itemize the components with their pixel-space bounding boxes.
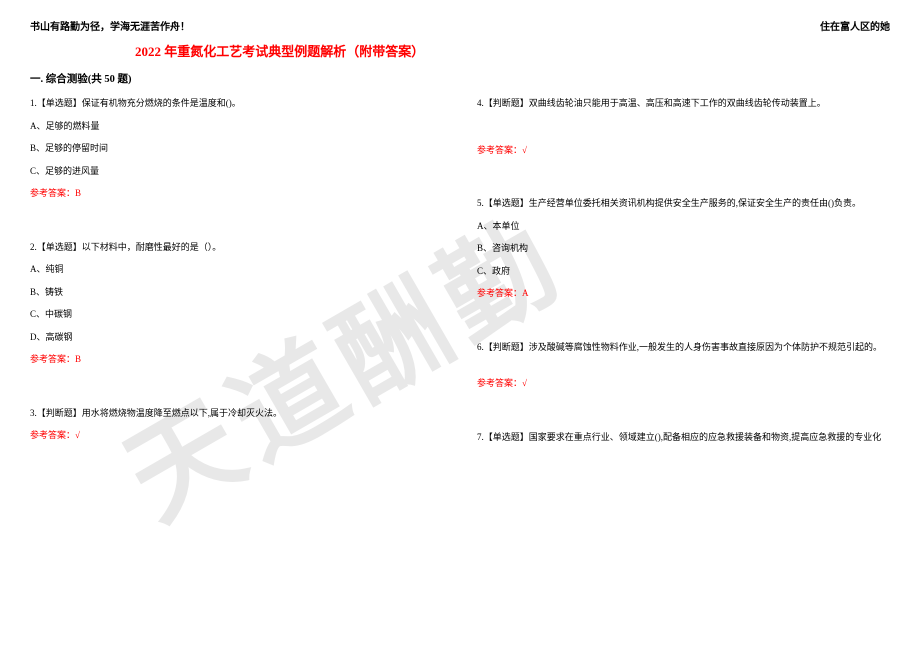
answer: 参考答案：A — [477, 287, 890, 301]
columns: 一. 综合测验(共 50 题) 1.【单选题】保证有机物充分燃烧的条件是温度和(… — [30, 71, 890, 466]
answer: 参考答案：√ — [477, 144, 890, 158]
question-text: 3.【判断题】用水将燃烧物温度降至燃点以下,属于冷却灭火法。 — [30, 407, 443, 421]
header-right: 住在富人区的她 — [820, 18, 890, 33]
question-block: 6.【判断题】涉及酸碱等腐蚀性物料作业,一般发生的人身伤害事故直接原因为个体防护… — [477, 341, 890, 391]
right-column: 4.【判断题】双曲线齿轮油只能用于高温、高压和高速下工作的双曲线齿轮传动装置上。… — [460, 71, 890, 466]
question-block: 7.【单选题】国家要求在重点行业、领域建立(),配备相应的应急救援装备和物资,提… — [477, 431, 890, 445]
main-title: 2022 年重氮化工艺考试典型例题解析（附带答案） — [30, 41, 890, 60]
option: A、足够的燃料量 — [30, 120, 443, 134]
question-block: 2.【单选题】以下材料中，耐磨性最好的是（）。 A、纯铜 B、铸铁 C、中碳钢 … — [30, 241, 443, 367]
answer: 参考答案：B — [30, 187, 443, 201]
answer: 参考答案：B — [30, 353, 443, 367]
option: B、咨询机构 — [477, 242, 890, 256]
left-column: 一. 综合测验(共 50 题) 1.【单选题】保证有机物充分燃烧的条件是温度和(… — [30, 71, 460, 466]
header-left: 书山有路勤为径，学海无涯苦作舟！ — [30, 18, 190, 33]
option: D、高碳钢 — [30, 331, 443, 345]
option: B、铸铁 — [30, 286, 443, 300]
answer: 参考答案：√ — [477, 377, 890, 391]
option: C、足够的进风量 — [30, 165, 443, 179]
option: C、中碳钢 — [30, 308, 443, 322]
question-block: 1.【单选题】保证有机物充分燃烧的条件是温度和()。 A、足够的燃料量 B、足够… — [30, 97, 443, 201]
option: A、纯铜 — [30, 263, 443, 277]
option: A、本单位 — [477, 220, 890, 234]
question-block: 5.【单选题】生产经营单位委托相关资讯机构提供安全生产服务的,保证安全生产的责任… — [477, 197, 890, 301]
header-row: 书山有路勤为径，学海无涯苦作舟！ 住在富人区的她 — [30, 18, 890, 33]
question-text: 2.【单选题】以下材料中，耐磨性最好的是（）。 — [30, 241, 443, 255]
page-content: 书山有路勤为径，学海无涯苦作舟！ 住在富人区的她 2022 年重氮化工艺考试典型… — [0, 0, 920, 466]
question-text: 6.【判断题】涉及酸碱等腐蚀性物料作业,一般发生的人身伤害事故直接原因为个体防护… — [477, 341, 890, 355]
section-title: 一. 综合测验(共 50 题) — [30, 71, 443, 86]
question-text: 1.【单选题】保证有机物充分燃烧的条件是温度和()。 — [30, 97, 443, 111]
question-block: 4.【判断题】双曲线齿轮油只能用于高温、高压和高速下工作的双曲线齿轮传动装置上。… — [477, 97, 890, 157]
option: C、政府 — [477, 265, 890, 279]
option: B、足够的停留时间 — [30, 142, 443, 156]
answer: 参考答案：√ — [30, 429, 443, 443]
question-text: 7.【单选题】国家要求在重点行业、领域建立(),配备相应的应急救援装备和物资,提… — [477, 431, 890, 445]
question-block: 3.【判断题】用水将燃烧物温度降至燃点以下,属于冷却灭火法。 参考答案：√ — [30, 407, 443, 443]
question-text: 4.【判断题】双曲线齿轮油只能用于高温、高压和高速下工作的双曲线齿轮传动装置上。 — [477, 97, 890, 111]
question-text: 5.【单选题】生产经营单位委托相关资讯机构提供安全生产服务的,保证安全生产的责任… — [477, 197, 890, 211]
